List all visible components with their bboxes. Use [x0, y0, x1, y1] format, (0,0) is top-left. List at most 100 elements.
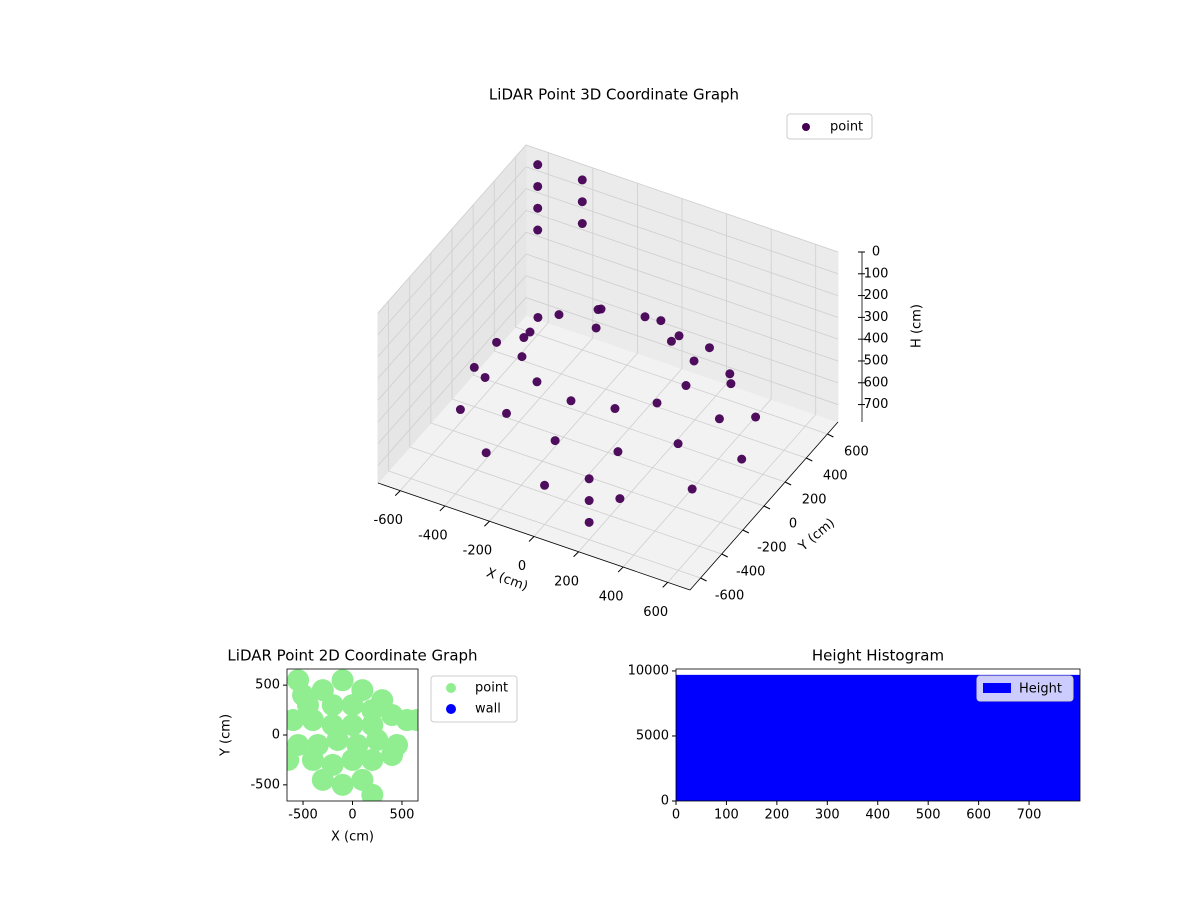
legend-patch	[983, 683, 1011, 693]
y-tick-label: 200	[802, 493, 827, 508]
point	[301, 748, 324, 771]
z-tick-label: 700	[864, 397, 889, 412]
point	[287, 709, 305, 732]
points	[287, 669, 418, 801]
point	[674, 331, 684, 341]
chart-title: LiDAR Point 2D Coordinate Graph	[227, 647, 477, 665]
point	[480, 372, 490, 382]
x-axis	[377, 482, 691, 591]
legend-marker	[446, 683, 456, 693]
grid-line	[377, 144, 527, 314]
point	[331, 773, 354, 796]
point	[331, 669, 354, 692]
point	[714, 414, 724, 424]
point	[737, 454, 747, 464]
x-tick-label: -200	[463, 544, 493, 559]
y-tick-label: 500	[255, 678, 280, 693]
x-tick	[573, 551, 579, 558]
point	[550, 436, 560, 446]
point	[533, 312, 543, 322]
grid-line	[494, 350, 807, 459]
grid-line	[377, 166, 527, 336]
point	[673, 439, 683, 449]
y-tick-label: 10000	[628, 663, 669, 678]
x-tick-label: 200	[554, 574, 579, 589]
y-tick-label: -600	[715, 589, 745, 604]
point	[481, 448, 491, 458]
grid-line	[377, 253, 527, 423]
legend-label: Height	[1019, 682, 1062, 697]
legend-box	[786, 113, 873, 140]
y-tick-label: 0	[661, 794, 669, 809]
y-tick-label: -500	[250, 777, 280, 792]
legend-label: point	[830, 120, 863, 135]
legend-marker	[446, 704, 456, 714]
grid-line	[377, 231, 527, 401]
point	[751, 412, 761, 422]
y-axis	[689, 421, 839, 591]
point	[577, 219, 587, 229]
y-tick	[827, 433, 834, 438]
y-tick	[700, 577, 707, 582]
point	[492, 337, 502, 347]
point	[533, 203, 543, 213]
point	[326, 728, 349, 751]
point	[341, 694, 364, 717]
x-tick-label: -500	[288, 808, 318, 823]
grid-line	[525, 144, 839, 253]
point	[652, 398, 662, 408]
point	[615, 494, 625, 504]
grid-line	[525, 253, 839, 362]
z-tick-label: 300	[864, 310, 889, 325]
x-tick-label: 500	[390, 808, 415, 823]
point	[577, 197, 587, 207]
x-tick	[484, 520, 490, 527]
grid-line	[388, 470, 701, 579]
grid-line	[473, 374, 786, 483]
z-tick-label: 200	[864, 288, 889, 303]
point	[502, 408, 512, 418]
x-tick	[439, 505, 446, 512]
point	[405, 709, 418, 732]
grid-line	[525, 297, 839, 405]
point	[301, 709, 324, 732]
point	[341, 714, 364, 737]
z-tick-label: 0	[872, 245, 880, 260]
grid-line	[525, 210, 839, 318]
x-tick-label: 100	[714, 808, 739, 823]
z-axis-label: H (cm)	[910, 304, 925, 348]
point	[381, 743, 404, 766]
point	[681, 381, 691, 391]
point	[554, 310, 564, 320]
x-tick-label: 200	[764, 808, 789, 823]
point	[687, 484, 697, 494]
x-tick-label: 600	[643, 605, 668, 620]
y-tick	[721, 553, 728, 558]
y-tick-label: 400	[823, 469, 848, 484]
point	[704, 343, 714, 353]
point	[584, 496, 594, 506]
chart-title: LiDAR Point 3D Coordinate Graph	[489, 86, 739, 104]
y-tick	[763, 505, 771, 510]
plot-histogram: 0 100 200 300 400 500 600 700 0 5000 10000 Height H…	[628, 647, 1081, 823]
x-tick	[617, 566, 624, 573]
x-tick-label: 0	[672, 808, 680, 823]
point	[366, 728, 389, 751]
x-tick-label: 400	[865, 808, 890, 823]
point	[519, 333, 529, 343]
grid-line	[525, 275, 839, 384]
point	[361, 783, 384, 801]
y-tick-label: -200	[757, 541, 787, 556]
grid-line	[377, 188, 527, 357]
point	[610, 404, 620, 414]
point	[726, 379, 736, 389]
y-tick-label: 0	[789, 517, 797, 532]
point	[517, 352, 527, 362]
y-tick-label: 0	[272, 728, 280, 743]
legend-marker	[802, 123, 810, 131]
x-tick-label: 600	[966, 808, 991, 823]
point	[540, 480, 550, 490]
point	[584, 517, 594, 527]
point	[533, 160, 543, 170]
point	[613, 447, 623, 457]
